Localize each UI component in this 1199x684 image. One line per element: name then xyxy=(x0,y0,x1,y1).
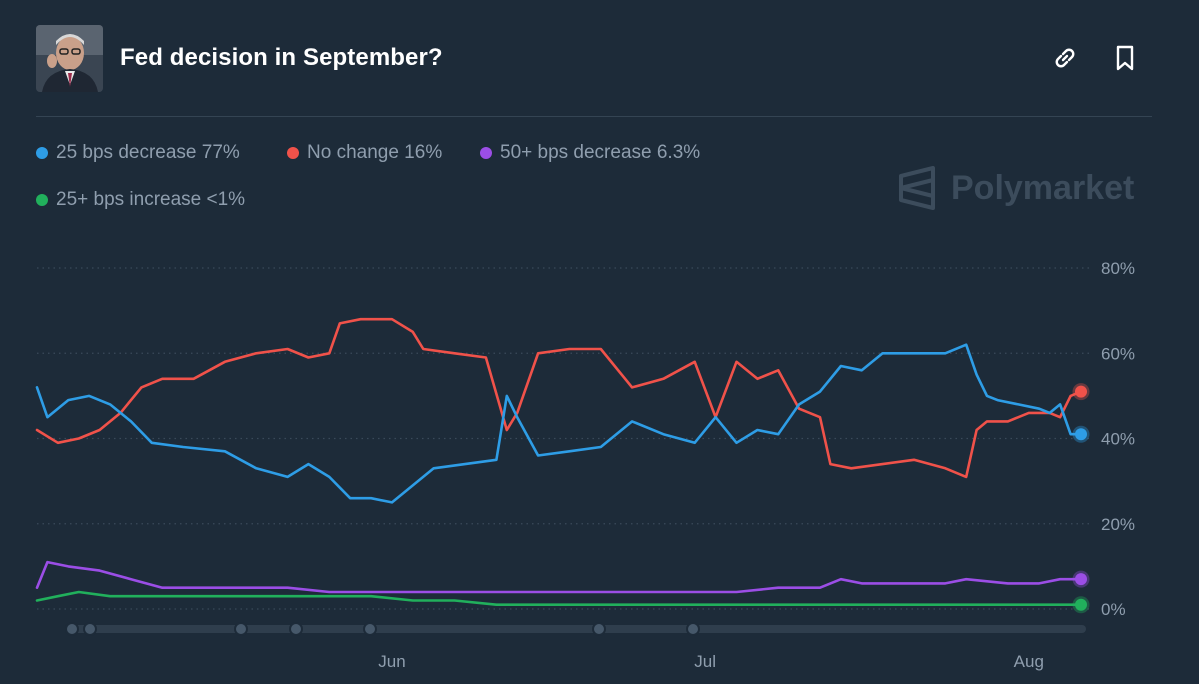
legend-label: 25+ bps increase <1% xyxy=(56,189,246,210)
series-line xyxy=(35,317,1083,479)
legend-dot xyxy=(36,147,48,159)
legend-dot xyxy=(287,147,299,159)
timeline-marker[interactable] xyxy=(65,622,79,636)
legend-dot xyxy=(36,194,48,206)
y-tick-label: 20% xyxy=(1101,515,1135,534)
legend-item-50bps-decrease[interactable]: 50+ bps decrease 6.3% xyxy=(480,142,700,164)
legend-dot xyxy=(480,147,492,159)
x-tick-label: Jul xyxy=(694,652,716,671)
y-tick-label: 80% xyxy=(1101,259,1135,278)
y-tick-label: 40% xyxy=(1101,430,1135,449)
bookmark-icon[interactable] xyxy=(1110,43,1140,73)
series-end-point xyxy=(1075,573,1087,586)
y-tick-label: 60% xyxy=(1101,344,1135,363)
polymarket-logo-icon xyxy=(899,166,935,210)
timeline-marker[interactable] xyxy=(234,622,248,636)
timeline-marker[interactable] xyxy=(363,622,377,636)
legend-item-no-change[interactable]: No change 16% xyxy=(287,142,442,164)
series-end-point xyxy=(1075,428,1087,441)
series-line xyxy=(35,590,1083,606)
timeline-marker[interactable] xyxy=(592,622,606,636)
x-tick-label: Aug xyxy=(1014,652,1044,671)
market-header: Fed decision in September? xyxy=(36,25,1152,93)
timeline-marker[interactable] xyxy=(289,622,303,636)
legend-item-25bps-increase[interactable]: 25+ bps increase <1% xyxy=(36,189,245,211)
legend-item-25bps-decrease[interactable]: 25 bps decrease 77% xyxy=(36,142,240,164)
y-tick-label: 0% xyxy=(1101,600,1126,619)
legend-label: 25 bps decrease 77% xyxy=(56,142,240,163)
legend-label: No change 16% xyxy=(307,142,443,163)
brand-name: Polymarket xyxy=(951,168,1135,207)
series-line xyxy=(35,343,1083,504)
x-tick-label: Jun xyxy=(378,652,405,671)
person-photo-icon xyxy=(36,25,103,92)
series-line xyxy=(35,560,1083,594)
series-end-point xyxy=(1075,385,1087,398)
polymarket-watermark: Polymarket xyxy=(897,164,1134,212)
avatar xyxy=(36,25,103,92)
legend-label: 50+ bps decrease 6.3% xyxy=(500,142,701,163)
series-end-point xyxy=(1075,598,1087,611)
timeline-marker[interactable] xyxy=(83,622,97,636)
market-title: Fed decision in September? xyxy=(120,44,443,71)
link-icon[interactable] xyxy=(1050,43,1080,73)
header-divider xyxy=(36,116,1152,117)
timeline-marker[interactable] xyxy=(686,622,700,636)
